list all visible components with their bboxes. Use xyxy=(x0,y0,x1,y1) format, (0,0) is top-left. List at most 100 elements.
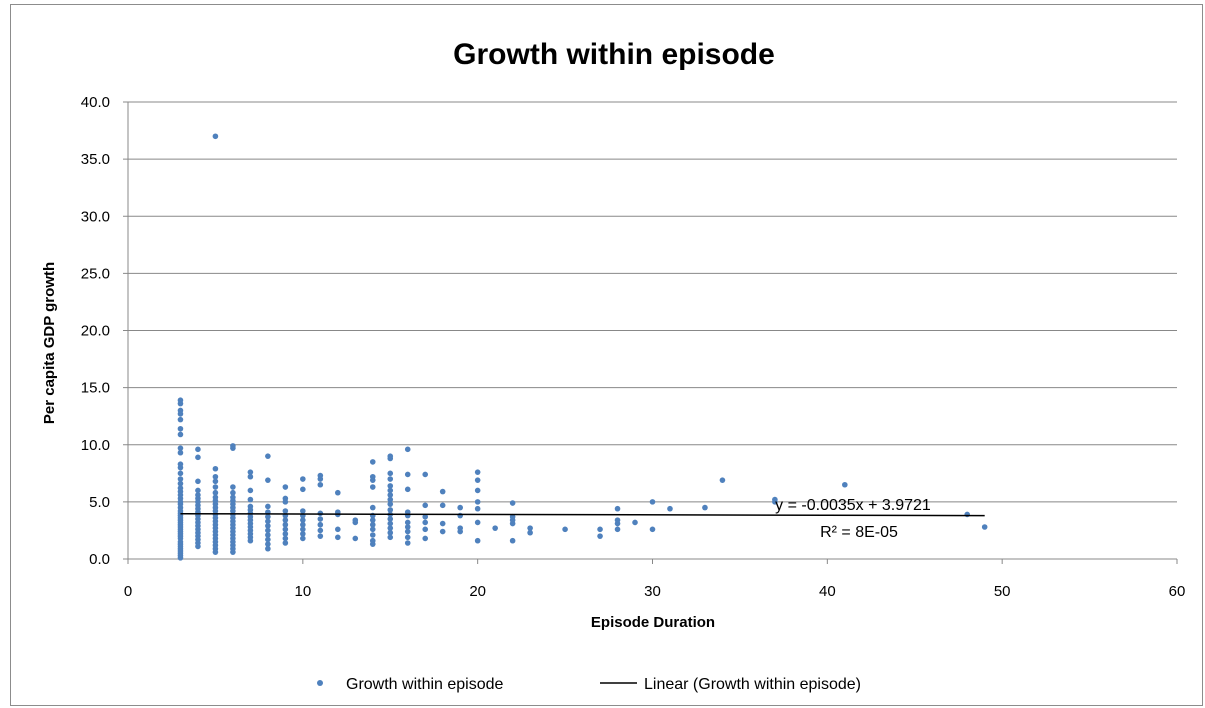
data-point xyxy=(282,484,289,490)
data-point xyxy=(212,478,219,485)
data-point xyxy=(265,545,271,552)
data-point xyxy=(177,476,184,482)
data-point xyxy=(230,443,236,449)
data-points xyxy=(177,133,988,561)
data-point xyxy=(282,508,289,514)
data-point xyxy=(247,503,254,510)
y-tick-label: 0.0 xyxy=(89,551,110,568)
data-point xyxy=(404,486,411,493)
data-point xyxy=(404,534,411,541)
data-point xyxy=(265,523,271,529)
data-point xyxy=(387,483,394,489)
data-point xyxy=(195,454,201,461)
data-point xyxy=(369,484,376,490)
data-point xyxy=(509,537,516,544)
data-point xyxy=(387,534,394,541)
data-point xyxy=(474,477,481,483)
data-point xyxy=(317,527,324,534)
data-point xyxy=(404,519,411,526)
chart-title: Growth within episode xyxy=(453,38,775,71)
y-axis-label: Per capita GDP growth xyxy=(41,262,58,424)
data-point xyxy=(369,459,376,465)
data-point xyxy=(562,526,568,533)
data-point xyxy=(649,499,656,505)
y-tick-label: 10.0 xyxy=(81,437,110,454)
data-point xyxy=(474,505,481,512)
y-tick-label: 30.0 xyxy=(81,208,110,225)
data-point xyxy=(177,416,184,423)
data-point xyxy=(422,526,429,533)
data-point xyxy=(474,537,481,544)
data-point xyxy=(317,472,324,479)
data-point xyxy=(369,526,376,533)
data-point xyxy=(265,541,271,547)
data-point xyxy=(492,525,498,531)
x-axis-label: Episode Duration xyxy=(591,614,715,631)
data-point xyxy=(282,535,289,542)
data-point xyxy=(439,488,446,495)
data-point xyxy=(317,516,324,522)
data-point xyxy=(387,453,394,459)
legend: Growth within episode Linear (Growth with… xyxy=(317,676,861,693)
data-point xyxy=(300,486,306,493)
trendline-group: y = -0.0035x + 3.9721 R² = 8E-05 xyxy=(180,497,985,541)
data-point xyxy=(352,535,359,542)
data-point xyxy=(212,494,219,501)
data-point xyxy=(300,521,306,528)
data-point xyxy=(212,489,219,496)
trendline-equation: y = -0.0035x + 3.9721 xyxy=(775,497,931,514)
data-point xyxy=(387,516,394,522)
data-point xyxy=(474,487,481,494)
data-point xyxy=(212,484,219,490)
data-point xyxy=(387,501,394,507)
data-point xyxy=(369,537,376,544)
x-tick-label: 20 xyxy=(469,583,486,600)
data-point xyxy=(702,504,708,511)
data-point xyxy=(317,521,324,528)
data-point xyxy=(195,487,201,494)
data-point xyxy=(527,529,533,536)
chart-frame xyxy=(10,4,1203,706)
data-point xyxy=(772,496,778,503)
data-point xyxy=(317,510,324,517)
data-point xyxy=(369,504,376,511)
data-point xyxy=(265,536,271,543)
data-point xyxy=(649,526,656,533)
x-tick-label: 30 xyxy=(644,583,661,600)
data-point xyxy=(265,477,271,483)
data-point xyxy=(317,481,324,488)
data-point xyxy=(212,133,219,140)
data-point xyxy=(177,485,184,491)
data-point xyxy=(247,496,254,503)
data-point xyxy=(300,535,306,542)
data-point xyxy=(981,524,988,530)
data-point xyxy=(195,478,201,485)
data-point xyxy=(387,525,394,531)
data-point xyxy=(457,525,463,531)
data-point xyxy=(474,469,481,475)
data-point xyxy=(177,445,184,451)
legend-label-trendline: Linear (Growth within episode) xyxy=(644,676,861,693)
x-tick-label: 60 xyxy=(1169,583,1186,600)
legend-label-series: Growth within episode xyxy=(346,676,504,693)
data-point xyxy=(282,526,289,533)
data-point xyxy=(387,496,394,503)
y-tick-label: 5.0 xyxy=(89,494,110,511)
y-tick-label: 15.0 xyxy=(81,380,110,397)
data-point xyxy=(439,502,446,509)
y-tick-label: 40.0 xyxy=(81,94,110,111)
data-point xyxy=(964,511,970,518)
data-point xyxy=(177,407,184,414)
data-point xyxy=(667,505,673,512)
data-point xyxy=(369,473,376,480)
data-point xyxy=(474,519,481,526)
data-point xyxy=(177,425,184,432)
data-point xyxy=(300,508,306,514)
data-point xyxy=(335,534,341,541)
data-point xyxy=(422,535,429,542)
data-point xyxy=(177,480,184,487)
data-point xyxy=(265,532,271,538)
data-point xyxy=(265,513,271,520)
data-point xyxy=(282,521,289,528)
